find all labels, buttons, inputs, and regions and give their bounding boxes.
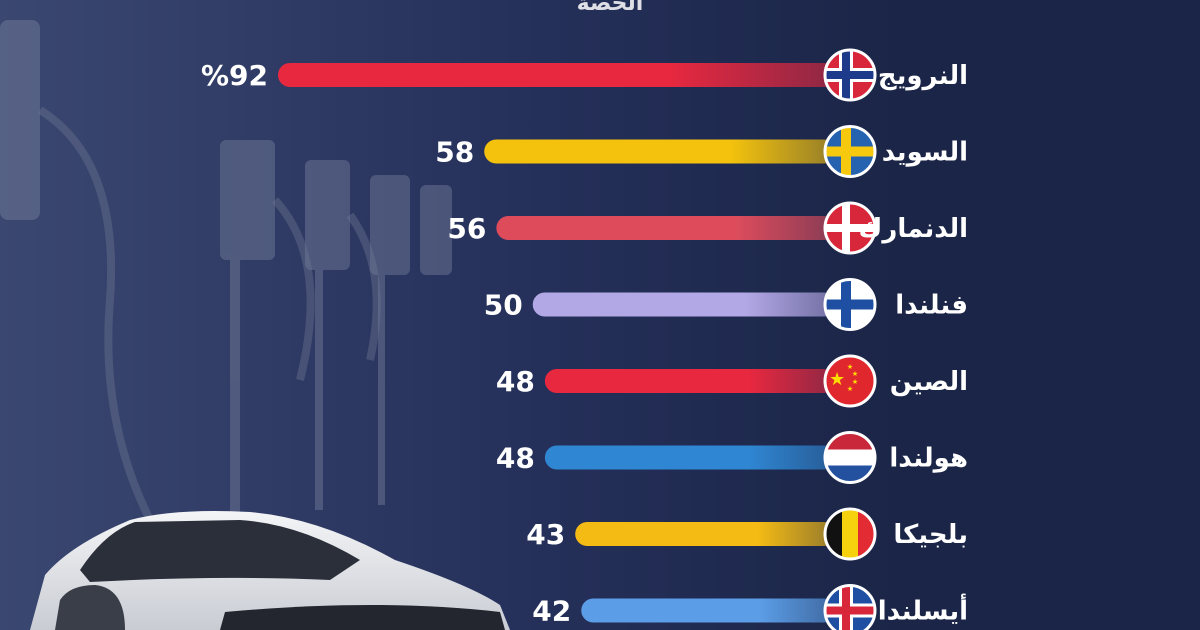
bar <box>496 216 836 240</box>
country-label: بلجيكا <box>893 520 968 550</box>
bar <box>532 292 836 317</box>
netherlands-flag-icon <box>823 431 877 484</box>
chart-row: %92 النرويج <box>201 48 968 102</box>
value-label: 56 <box>447 212 486 245</box>
country-label: فنلندا <box>895 291 968 321</box>
svg-text:★: ★ <box>852 370 858 378</box>
country-label: السويد <box>882 138 968 168</box>
value-label: 58 <box>435 136 474 169</box>
value-label: 48 <box>496 365 535 398</box>
chart-row: 56 الدنمارك <box>447 201 968 255</box>
value-label: 43 <box>526 518 565 551</box>
bar <box>544 369 836 393</box>
svg-text:★: ★ <box>852 378 858 386</box>
bar <box>544 445 836 470</box>
chart-row: 50 فنلندا <box>484 278 968 331</box>
country-label: أيسلندا <box>878 594 968 627</box>
chart-row: 58 السويد <box>435 125 968 178</box>
sweden-flag-icon <box>823 125 877 178</box>
charging-stations <box>0 20 452 520</box>
china-flag-icon: ★★★★★ <box>823 354 877 408</box>
chart-title: الحصة <box>577 0 644 16</box>
car-illustration <box>30 511 510 630</box>
chart-row: 48 هولندا <box>496 431 968 484</box>
country-label: النرويج <box>878 61 968 91</box>
country-label: الدنمارك <box>859 214 968 244</box>
bar <box>581 598 836 623</box>
bar <box>278 63 836 87</box>
value-label: 50 <box>484 289 523 322</box>
value-label: 48 <box>496 442 535 475</box>
belgium-flag-icon <box>823 507 877 561</box>
country-label: هولندا <box>889 444 968 474</box>
finland-flag-icon <box>823 278 877 331</box>
chart-row: 42 أيسلندا <box>532 584 968 630</box>
svg-text:★: ★ <box>847 385 853 393</box>
value-label: 42 <box>532 595 571 628</box>
norway-flag-icon <box>823 48 877 102</box>
chart-row: 48 ★★★★★ الصين <box>496 354 968 408</box>
bar <box>575 522 836 546</box>
cables <box>37 106 381 522</box>
country-label: الصين <box>890 367 968 397</box>
chart-row: 43 بلجيكا <box>526 507 968 561</box>
value-label: %92 <box>201 59 268 92</box>
bar <box>484 139 836 164</box>
denmark-flag-icon <box>823 201 877 255</box>
iceland-flag-icon <box>823 584 877 630</box>
svg-text:★: ★ <box>829 369 845 390</box>
svg-text:★: ★ <box>847 363 853 371</box>
